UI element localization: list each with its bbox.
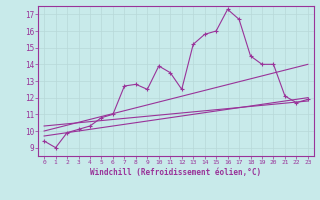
X-axis label: Windchill (Refroidissement éolien,°C): Windchill (Refroidissement éolien,°C) (91, 168, 261, 177)
